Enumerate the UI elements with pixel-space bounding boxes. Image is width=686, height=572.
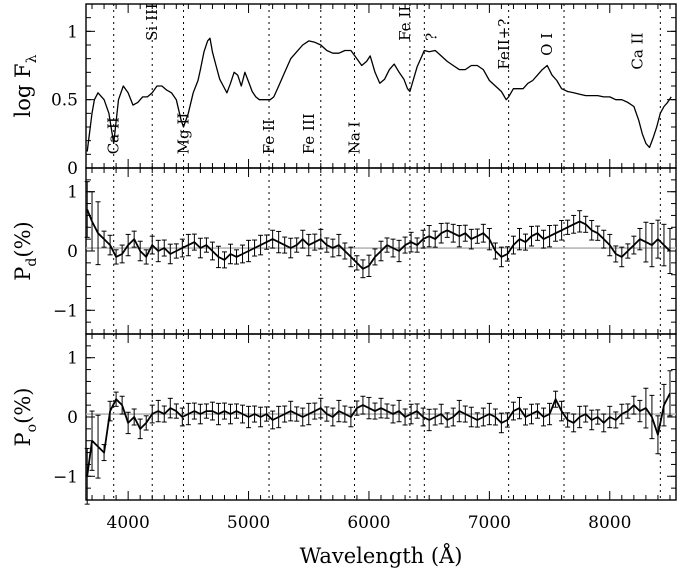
x-tick-label: 4000	[107, 513, 150, 533]
y-tick-label-pd: 0	[67, 242, 78, 262]
series-line-po	[86, 392, 671, 477]
series-line-flux	[86, 37, 672, 152]
series-line-pd	[86, 209, 671, 270]
pd-y-axis-title-main: P	[11, 267, 35, 281]
pd-y-axis-title-suffix: (%)	[11, 221, 35, 257]
x-tick-label: 5000	[227, 513, 270, 533]
flux-y-axis-title: log Fλ	[11, 54, 40, 117]
line-label: Fe II	[396, 6, 414, 41]
x-tick-label: 8000	[588, 513, 631, 533]
line-label: ?	[423, 33, 441, 41]
line-label: Mg II	[175, 113, 193, 155]
po-y-axis-title: Po(%)	[11, 388, 40, 447]
line-label: Ca II	[629, 32, 647, 69]
line-label: Na I	[346, 121, 364, 154]
flux-y-axis-title-main: log F	[11, 63, 35, 117]
line-label: O I	[538, 33, 556, 56]
x-axis-title: Wavelength (Å)	[300, 543, 463, 568]
y-tick-label-pd: −1	[53, 301, 78, 321]
line-label-group: Ca II Si III Mg II Fe II Fe III Na I Fe II? FeI…	[105, 3, 647, 154]
line-label: Fe II	[260, 119, 278, 154]
line-label: Ca II	[105, 117, 123, 154]
line-label: FeII+?	[495, 19, 513, 70]
tick-group: 0 0.5 1 −1 0 1 −1 0 1 4000 5000 6000 7000 8000	[51, 4, 676, 533]
po-y-axis-title-main: P	[11, 432, 35, 446]
x-tick-label: 7000	[468, 513, 511, 533]
po-y-axis-title-suffix: (%)	[11, 388, 35, 424]
series-group	[84, 37, 673, 505]
y-tick-label-po: −1	[53, 467, 78, 487]
x-tick-label: 6000	[347, 513, 390, 533]
line-label: Si III	[143, 3, 161, 41]
pd-y-axis-title: Pd(%)	[11, 221, 40, 280]
y-tick-label-pd: 1	[67, 183, 78, 203]
po-y-axis-title-sub: o	[24, 424, 40, 432]
y-tick-label-po: 1	[67, 349, 78, 369]
pd-y-axis-title-sub: d	[24, 258, 40, 267]
line-label: Fe III	[300, 113, 318, 154]
y-tick-label-flux: 1	[67, 22, 78, 42]
y-tick-label-po: 0	[67, 408, 78, 428]
line-marker-group	[113, 4, 661, 500]
y-tick-label-flux: 0.5	[51, 91, 78, 111]
flux-y-axis-title-sub: λ	[24, 54, 40, 63]
y-tick-label-flux: 0	[67, 159, 78, 179]
